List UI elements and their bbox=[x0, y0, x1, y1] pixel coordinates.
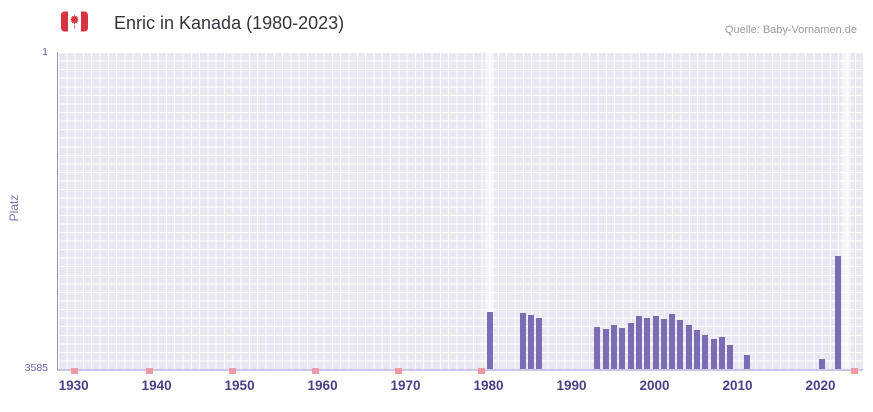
x-tick-1970: 1970 bbox=[390, 378, 421, 393]
bar-1994[interactable] bbox=[602, 329, 609, 369]
y-tick-top: 1 bbox=[42, 46, 48, 58]
bar-2022[interactable] bbox=[835, 256, 842, 369]
y-axis-title: Platz bbox=[7, 194, 21, 222]
x-tick-1940: 1940 bbox=[141, 378, 172, 393]
bar-1985[interactable] bbox=[528, 314, 535, 369]
x-tick-1960: 1960 bbox=[307, 378, 338, 393]
plot-area bbox=[57, 52, 863, 374]
bar-2009[interactable] bbox=[727, 344, 734, 369]
bar-2020[interactable] bbox=[818, 358, 825, 369]
bar-1995[interactable] bbox=[611, 325, 618, 369]
source-credit: Quelle: Baby-Vornamen.de bbox=[724, 24, 857, 36]
bar-1997[interactable] bbox=[627, 322, 634, 369]
bar-2000[interactable] bbox=[652, 315, 659, 369]
bar-2008[interactable] bbox=[718, 336, 725, 369]
x-tick-1930: 1930 bbox=[58, 378, 89, 393]
x-tick-1980: 1980 bbox=[473, 378, 504, 393]
y-tick-bottom: 3585 bbox=[24, 362, 48, 374]
bar-1993[interactable] bbox=[594, 326, 601, 369]
bar-1980[interactable] bbox=[486, 312, 493, 369]
bar-1984[interactable] bbox=[519, 313, 526, 369]
bar-1986[interactable] bbox=[536, 317, 543, 369]
highlight-year-1980 bbox=[485, 52, 495, 369]
bar-2004[interactable] bbox=[685, 324, 692, 369]
no-rank-mark-1969[interactable] bbox=[394, 368, 402, 374]
x-tick-2010: 2010 bbox=[722, 378, 753, 393]
bar-2002[interactable] bbox=[669, 313, 676, 369]
bar-2001[interactable] bbox=[660, 318, 667, 369]
x-axis-labels: 1930 1940 1950 1960 1970 1980 1990 2000 2010 2020 bbox=[57, 378, 862, 398]
bar-1996[interactable] bbox=[619, 327, 626, 369]
bar-2011[interactable] bbox=[743, 355, 750, 369]
no-rank-mark-1979[interactable] bbox=[477, 368, 485, 374]
no-rank-mark-2024[interactable] bbox=[851, 368, 859, 374]
bar-1998[interactable] bbox=[635, 315, 642, 369]
no-rank-mark-1949[interactable] bbox=[228, 368, 236, 374]
no-rank-mark-1939[interactable] bbox=[145, 368, 153, 374]
bar-1999[interactable] bbox=[644, 318, 651, 369]
bar-2003[interactable] bbox=[677, 319, 684, 369]
chart-title: Enric in Kanada (1980-2023) bbox=[114, 13, 345, 33]
x-tick-1990: 1990 bbox=[556, 378, 587, 393]
x-tick-1950: 1950 bbox=[224, 378, 255, 393]
x-tick-2020: 2020 bbox=[805, 378, 836, 393]
x-tick-2000: 2000 bbox=[639, 378, 670, 393]
bar-2005[interactable] bbox=[694, 329, 701, 369]
bar-2006[interactable] bbox=[702, 334, 709, 369]
canada-flag-icon bbox=[61, 11, 88, 32]
highlight-year-2023 bbox=[841, 52, 851, 369]
no-rank-mark-1930[interactable] bbox=[71, 368, 79, 374]
no-rank-mark-1959[interactable] bbox=[311, 368, 319, 374]
bar-2007[interactable] bbox=[710, 338, 717, 369]
